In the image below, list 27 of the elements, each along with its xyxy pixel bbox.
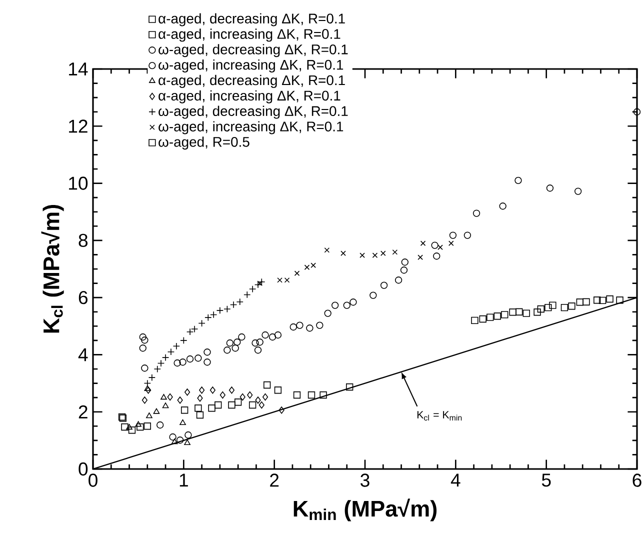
y-tick-label: 0 [78, 462, 88, 476]
x-tick-label: 4 [450, 474, 460, 486]
legend-label: ω-aged, decreasing ΔK, R=0.1 [158, 106, 348, 119]
x-tick-label: 1 [180, 474, 188, 486]
x-tick-label: 2 [270, 474, 279, 487]
y-tick-label: 2 [78, 405, 88, 418]
x-tick-label: 6 [632, 474, 642, 487]
y-tick-label: 14 [69, 62, 88, 76]
legend-label: ω-aged, increasing ΔK, R=0.1 [158, 121, 344, 134]
legend-label: ω-aged, decreasing ΔK, R=0.1 [158, 44, 348, 58]
x-tick-label: 0 [88, 474, 98, 487]
x-tick-label: 5 [542, 474, 551, 487]
legend-label: α-aged, increasing ΔK, R=0.1 [158, 28, 340, 42]
y-tick-label: 10 [69, 176, 88, 190]
y-axis-title: K$_{cl}$ (MPa√m) [41, 204, 64, 333]
legend-label: α-aged, increasing ΔK, R=0.1 [158, 90, 340, 104]
y-tick-label: 12 [69, 120, 88, 133]
y-tick-label: 4 [78, 348, 88, 362]
legend-label: ω-aged, increasing ΔK, R=0.1 [158, 60, 344, 73]
legend-label: ω-aged, R=0.5 [158, 136, 250, 150]
legend-label: α-aged, decreasing ΔK, R=0.1 [158, 13, 345, 26]
legend-label: α-aged, decreasing ΔK, R=0.1 [158, 74, 345, 88]
annotation: K$_{cl}$ = K$_{min}$ [417, 411, 462, 421]
y-tick-label: 6 [78, 290, 88, 304]
x-axis-title: K$_{min}$ (MPa√m) [294, 498, 437, 522]
x-tick-label: 3 [360, 474, 370, 487]
y-tick-label: 8 [78, 234, 88, 248]
